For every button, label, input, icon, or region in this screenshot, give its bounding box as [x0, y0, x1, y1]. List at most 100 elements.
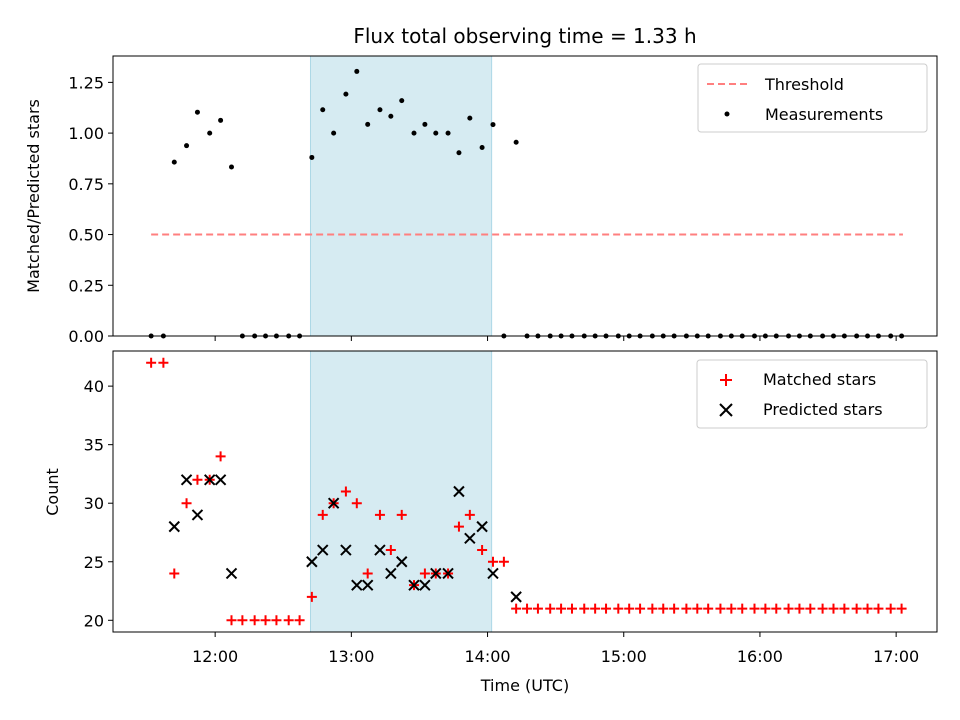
top-y-tick-label: 1.25 — [68, 73, 104, 92]
legend-matched-label: Matched stars — [763, 370, 876, 389]
matched-star-point — [385, 545, 396, 556]
predicted-star-point — [306, 556, 318, 568]
legend-predicted-swatch — [719, 403, 733, 417]
matched-star-point — [294, 615, 305, 626]
top-y-axis-title: Matched/Predicted stars — [24, 99, 43, 293]
matched-star-point — [192, 474, 203, 485]
measurement-point — [228, 164, 234, 170]
predicted-star-point — [191, 509, 204, 521]
matched-star-point — [885, 603, 896, 614]
x-tick-label: 17:00 — [873, 647, 919, 666]
matched-star-point — [522, 603, 533, 614]
matched-star-point — [271, 615, 282, 626]
top-legend: Threshold Measurements — [697, 63, 928, 133]
x-axis-title: Time (UTC) — [480, 676, 569, 695]
predicted-stars-series — [168, 474, 522, 603]
measurement-point — [445, 130, 451, 136]
matched-star-point — [783, 603, 794, 614]
predicted-star-point — [487, 567, 499, 580]
matched-star-point — [726, 603, 737, 614]
measurement-point — [513, 139, 519, 145]
matched-star-point — [749, 603, 760, 614]
top-highlight-span — [309, 55, 493, 337]
bottom-panel: 20 25 30 35 40 12:00 13:00 14:00 15:00 16:00 17:0… — [43, 350, 938, 695]
bottom-y-axis: 20 25 30 35 40 — [84, 377, 113, 630]
measurement-point — [207, 130, 213, 136]
bottom-legend: Matched stars Predicted stars — [696, 359, 928, 429]
bottom-y-tick-label: 20 — [84, 611, 104, 630]
top-y-tick-label: 0.00 — [68, 327, 104, 346]
predicted-star-point — [374, 544, 386, 556]
x-tick-label: 15:00 — [601, 647, 647, 666]
bottom-x-axis: 12:00 13:00 14:00 15:00 16:00 17:00 — [192, 632, 919, 666]
predicted-star-point — [214, 474, 227, 486]
matched-star-point — [181, 498, 192, 509]
bottom-y-axis-title: Count — [43, 468, 62, 516]
measurement-point — [218, 117, 224, 123]
predicted-star-point — [385, 567, 397, 580]
matched-star-point — [715, 603, 726, 614]
measurement-point — [343, 91, 349, 97]
matched-star-point — [249, 615, 260, 626]
matched-star-point — [215, 451, 226, 462]
measurement-point — [377, 107, 383, 113]
matched-star-point — [260, 615, 271, 626]
matched-star-point — [283, 615, 294, 626]
measurement-point — [184, 143, 190, 149]
measurement-point — [422, 121, 428, 127]
measurement-point — [320, 107, 326, 113]
matched-star-point — [306, 591, 317, 602]
matched-star-point — [545, 603, 556, 614]
matched-star-point — [624, 603, 635, 614]
x-tick-label: 13:00 — [328, 647, 374, 666]
matched-star-point — [158, 357, 169, 368]
matched-star-point — [532, 603, 543, 614]
matched-star-point — [658, 603, 669, 614]
predicted-star-point — [464, 532, 476, 545]
measurement-point — [331, 130, 337, 136]
legend-matched-swatch — [720, 374, 732, 386]
matched-star-point — [453, 521, 464, 532]
measurement-point — [354, 68, 360, 74]
top-y-tick-label: 1.00 — [68, 124, 104, 143]
top-panel: 0.00 0.25 0.50 0.75 1.00 1.25 Matched/Predict… — [24, 55, 938, 346]
predicted-star-point — [453, 485, 465, 498]
predicted-star-point — [327, 497, 340, 509]
top-plot-frame — [112, 55, 938, 337]
matched-star-point — [760, 603, 771, 614]
matched-star-point — [692, 603, 703, 614]
matched-star-point — [805, 603, 816, 614]
measurement-point — [365, 121, 371, 127]
matched-star-point — [873, 603, 884, 614]
top-y-tick-label: 0.25 — [68, 276, 104, 295]
matched-star-point — [487, 556, 498, 567]
matched-star-point — [817, 603, 828, 614]
bottom-y-tick-label: 35 — [84, 436, 104, 455]
predicted-star-point — [396, 556, 408, 568]
bottom-y-tick-label: 40 — [84, 377, 104, 396]
chart-title: Flux total observing time = 1.33 h — [353, 24, 696, 48]
matched-star-point — [237, 615, 248, 626]
predicted-star-point — [203, 474, 216, 486]
matched-star-point — [839, 603, 850, 614]
bottom-legend-box — [696, 359, 928, 429]
matched-star-point — [737, 603, 748, 614]
matched-star-point — [681, 603, 692, 614]
top-y-tick-label: 0.75 — [68, 175, 104, 194]
matched-star-point — [601, 603, 612, 614]
matched-star-point — [477, 545, 488, 556]
matched-star-point — [794, 603, 805, 614]
matched-star-point — [498, 556, 509, 567]
predicted-star-point — [361, 579, 374, 591]
matched-star-point — [703, 603, 714, 614]
measurement-point — [411, 130, 417, 136]
predicted-star-point — [476, 520, 488, 533]
matched-star-point — [851, 603, 862, 614]
predicted-star-point — [442, 567, 454, 580]
matched-star-point — [317, 509, 328, 520]
measurement-point — [456, 150, 462, 156]
x-tick-label: 14:00 — [464, 647, 510, 666]
bottom-highlight-span — [309, 350, 493, 633]
matched-star-point — [374, 509, 385, 520]
matched-star-point — [396, 509, 407, 520]
